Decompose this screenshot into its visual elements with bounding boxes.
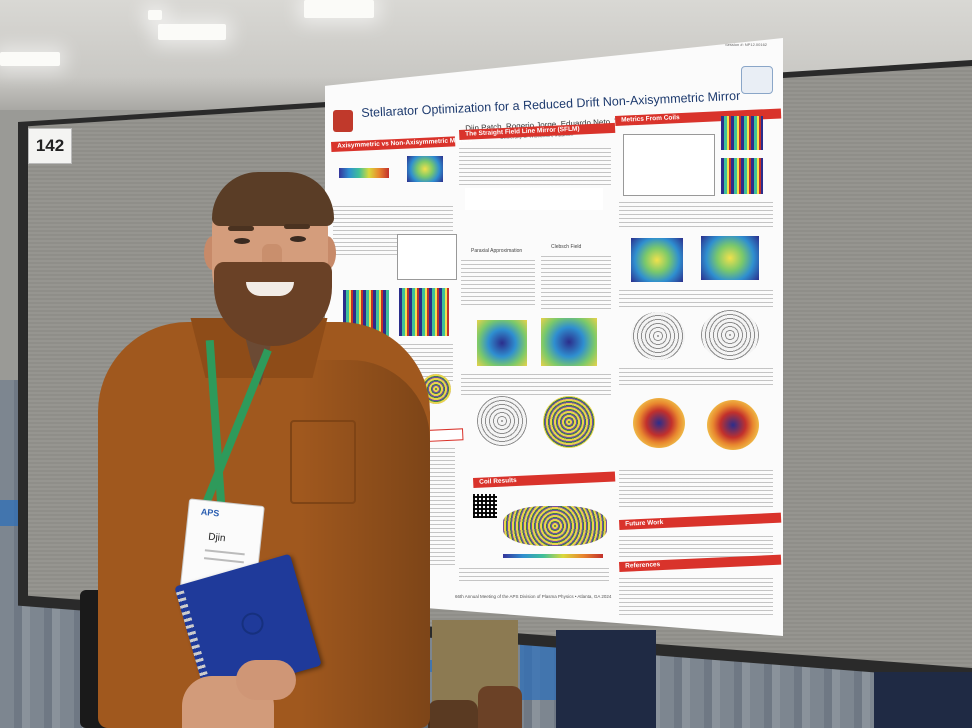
poster-footer: 66th Annual Meeting of the APS Division … bbox=[455, 594, 612, 599]
figure-field-map bbox=[477, 320, 527, 366]
text-block bbox=[425, 448, 455, 568]
university-logo bbox=[333, 110, 353, 132]
subheading-paraxial: Paraxial Approximation bbox=[471, 248, 523, 254]
background-person-shoe bbox=[428, 700, 478, 728]
notebook-emblem bbox=[238, 610, 267, 638]
text-block bbox=[619, 470, 773, 510]
figure-metrics-plot bbox=[623, 134, 715, 196]
section-header-future-work: Future Work bbox=[619, 512, 782, 530]
session-number: Session #: NP12.00162 bbox=[725, 42, 768, 47]
background-person-legs bbox=[556, 630, 656, 728]
lab-logo bbox=[741, 66, 773, 94]
section-header-axisymmetric: Axisymmetric vs Non-Axisymmetric Mirrors bbox=[331, 136, 472, 152]
ceiling-light bbox=[0, 52, 60, 66]
man-hand bbox=[236, 660, 296, 700]
figure-flux-surface bbox=[543, 396, 595, 448]
ceiling-light bbox=[158, 24, 226, 40]
figure-mirror-coils bbox=[339, 168, 389, 178]
text-block bbox=[459, 148, 611, 188]
text-block bbox=[619, 536, 773, 558]
badge-name: Djin bbox=[207, 531, 226, 545]
figure-metrics-map bbox=[721, 116, 763, 150]
figure-coil-set bbox=[503, 506, 607, 546]
section-header-small bbox=[425, 428, 464, 442]
background-person-legs bbox=[874, 672, 972, 728]
man-eye bbox=[234, 238, 250, 244]
colorbar bbox=[503, 554, 603, 558]
text-block bbox=[461, 260, 535, 306]
figure-field-plot bbox=[397, 234, 457, 280]
background-person-shoe bbox=[478, 686, 522, 728]
research-poster: Session #: NP12.00162 Stellarator Optimi… bbox=[325, 38, 783, 636]
figure-loss-map bbox=[633, 398, 685, 448]
badge-text-line bbox=[203, 557, 244, 564]
figure-metrics-map bbox=[721, 158, 763, 194]
man-hair bbox=[212, 172, 334, 226]
man-eyebrow bbox=[284, 224, 310, 229]
text-block bbox=[619, 202, 773, 228]
board-number-label: 142 bbox=[28, 128, 72, 164]
text-block bbox=[459, 568, 609, 584]
figure-orbit-rings bbox=[631, 312, 685, 360]
badge-org-logo: APS bbox=[200, 506, 220, 519]
shirt-shadow bbox=[300, 360, 430, 728]
figure-field-lines bbox=[399, 288, 449, 336]
shirt-pocket bbox=[290, 420, 356, 504]
man-smile bbox=[246, 282, 294, 296]
figure-mirror-3d bbox=[407, 156, 443, 182]
figure-orbit-rings bbox=[701, 310, 759, 360]
badge-text-line bbox=[204, 549, 245, 556]
figure-b-field-map bbox=[631, 238, 683, 282]
ceiling-light bbox=[304, 0, 374, 18]
text-block bbox=[619, 578, 773, 618]
figure-b-field-map bbox=[701, 236, 759, 280]
figure-loss-map bbox=[707, 400, 759, 450]
text-block bbox=[541, 256, 611, 312]
section-header-coil-results: Coil Results bbox=[473, 471, 616, 488]
text-block bbox=[461, 374, 611, 396]
figure-coil-line bbox=[465, 188, 603, 210]
figure-flux-surface bbox=[477, 396, 527, 446]
text-block bbox=[619, 368, 773, 388]
figure-field-map bbox=[541, 318, 597, 366]
man-eye bbox=[290, 236, 306, 242]
qr-code bbox=[473, 494, 497, 518]
text-block bbox=[619, 290, 773, 310]
ceiling-light bbox=[148, 10, 162, 20]
subheading-clebsch: Clebsch Field bbox=[551, 244, 582, 250]
man-eyebrow bbox=[228, 226, 254, 231]
